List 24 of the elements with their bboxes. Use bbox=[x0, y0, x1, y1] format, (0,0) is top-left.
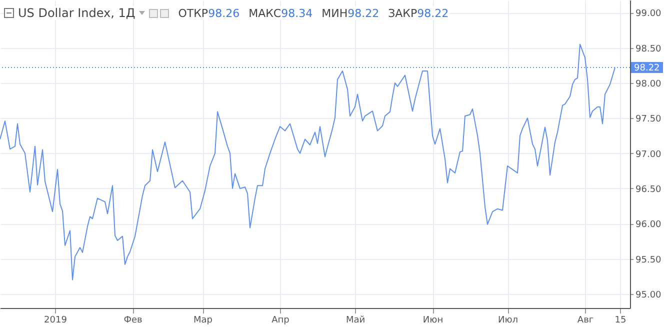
y-tick-label: 95.50 bbox=[636, 255, 662, 266]
x-tick-label: Апр bbox=[272, 316, 290, 326]
text: US Dollar Index, 1Д bbox=[18, 6, 136, 20]
x-tick-label: Фев bbox=[124, 316, 142, 326]
x-tick-label: 2019 bbox=[44, 316, 68, 326]
x-tick-label: Июн bbox=[422, 316, 444, 326]
x-tick-label: Мар bbox=[194, 316, 213, 326]
annotation: ОТКР98.26 bbox=[178, 6, 240, 20]
x-tick-label: Июл bbox=[498, 316, 518, 326]
y-tick-label: 95.00 bbox=[636, 290, 662, 300]
y-tick-label: 98.50 bbox=[636, 44, 662, 54]
y-tick-label: 98.00 bbox=[636, 79, 662, 90]
annotation: МИН98.22 bbox=[322, 6, 380, 20]
y-tick-label: 96.00 bbox=[636, 220, 662, 230]
y-tick-label: 97.00 bbox=[636, 150, 662, 160]
y-tick-label: 97.50 bbox=[636, 114, 662, 125]
annotation: МАКС98.34 bbox=[248, 6, 313, 20]
annotation: ЗАКР98.22 bbox=[388, 6, 449, 20]
y-tick-label: 96.50 bbox=[636, 184, 662, 195]
y-tick-label: 99.00 bbox=[636, 9, 662, 20]
x-tick-label: 15 bbox=[614, 316, 626, 326]
ref-line-label: 98.22 bbox=[634, 64, 660, 74]
x-tick-label: Авг bbox=[577, 316, 594, 326]
x-tick-label: Май bbox=[346, 316, 366, 326]
